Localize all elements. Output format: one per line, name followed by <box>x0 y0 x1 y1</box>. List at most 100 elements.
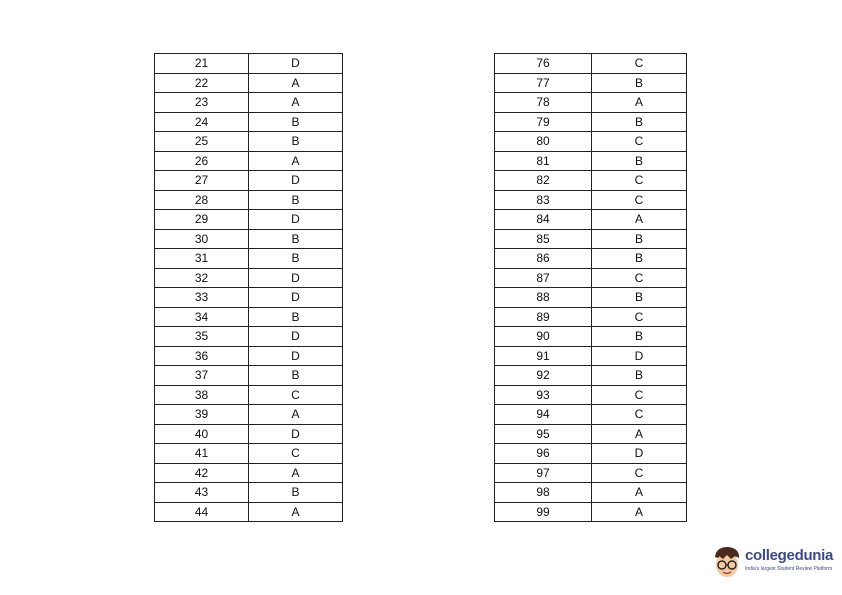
question-number: 80 <box>494 131 592 152</box>
table-row: 33 D <box>154 287 343 308</box>
question-number: 99 <box>494 501 592 522</box>
answer-option: B <box>591 228 687 249</box>
question-number: 37 <box>154 365 249 386</box>
question-number: 82 <box>494 170 592 191</box>
answer-option: C <box>591 189 687 210</box>
question-number: 42 <box>154 462 249 483</box>
answer-option: B <box>591 111 687 132</box>
table-row: 88 B <box>494 287 687 308</box>
question-number: 85 <box>494 228 592 249</box>
question-number: 24 <box>154 111 249 132</box>
table-row: 90 B <box>494 326 687 347</box>
answer-option: A <box>248 92 343 113</box>
table-row: 89 C <box>494 306 687 327</box>
table-row: 99 A <box>494 501 687 522</box>
answer-option: B <box>248 189 343 210</box>
question-number: 38 <box>154 384 249 405</box>
table-row: 36 D <box>154 345 343 366</box>
question-number: 22 <box>154 72 249 93</box>
answer-option: D <box>591 345 687 366</box>
table-row: 35 D <box>154 326 343 347</box>
table-row: 95 A <box>494 423 687 444</box>
table-row: 37 B <box>154 365 343 386</box>
answer-key-table-right: 76 C 77 B 78 A 79 B 80 C 81 B 82 C 83 C 84 A 85 B 86 B 87 C 88 B 8… <box>494 53 687 522</box>
question-number: 41 <box>154 443 249 464</box>
mascot-icon <box>715 547 739 577</box>
table-row: 26 A <box>154 150 343 171</box>
answer-option: C <box>591 462 687 483</box>
table-row: 38 C <box>154 384 343 405</box>
table-row: 22 A <box>154 72 343 93</box>
question-number: 98 <box>494 482 592 503</box>
answer-option: B <box>591 72 687 93</box>
table-row: 79 B <box>494 111 687 132</box>
answer-option: A <box>591 482 687 503</box>
answer-option: B <box>248 306 343 327</box>
question-number: 83 <box>494 189 592 210</box>
answer-option: A <box>248 404 343 425</box>
table-row: 29 D <box>154 209 343 230</box>
question-number: 39 <box>154 404 249 425</box>
table-row: 93 C <box>494 384 687 405</box>
table-row: 85 B <box>494 228 687 249</box>
answer-option: B <box>248 111 343 132</box>
table-row: 78 A <box>494 92 687 113</box>
answer-option: C <box>591 404 687 425</box>
table-row: 30 B <box>154 228 343 249</box>
question-number: 21 <box>154 53 249 74</box>
answer-option: D <box>591 443 687 464</box>
table-row: 92 B <box>494 365 687 386</box>
table-row: 86 B <box>494 248 687 269</box>
table-row: 77 B <box>494 72 687 93</box>
question-number: 32 <box>154 267 249 288</box>
table-row: 42 A <box>154 462 343 483</box>
answer-option: B <box>591 365 687 386</box>
question-number: 44 <box>154 501 249 522</box>
answer-option: D <box>248 287 343 308</box>
table-row: 40 D <box>154 423 343 444</box>
table-row: 41 C <box>154 443 343 464</box>
question-number: 43 <box>154 482 249 503</box>
question-number: 25 <box>154 131 249 152</box>
question-number: 30 <box>154 228 249 249</box>
answer-option: A <box>591 209 687 230</box>
table-row: 87 C <box>494 267 687 288</box>
answer-option: B <box>248 248 343 269</box>
question-number: 35 <box>154 326 249 347</box>
question-number: 40 <box>154 423 249 444</box>
answer-option: B <box>591 248 687 269</box>
answer-option: C <box>591 306 687 327</box>
question-number: 77 <box>494 72 592 93</box>
question-number: 81 <box>494 150 592 171</box>
question-number: 87 <box>494 267 592 288</box>
question-number: 29 <box>154 209 249 230</box>
collegedunia-logo: collegedunia India's largest Student Rev… <box>710 543 840 585</box>
answer-option: C <box>591 131 687 152</box>
table-row: 82 C <box>494 170 687 191</box>
answer-option: C <box>591 267 687 288</box>
question-number: 26 <box>154 150 249 171</box>
table-row: 94 C <box>494 404 687 425</box>
question-number: 84 <box>494 209 592 230</box>
question-number: 91 <box>494 345 592 366</box>
table-row: 34 B <box>154 306 343 327</box>
table-row: 24 B <box>154 111 343 132</box>
question-number: 76 <box>494 53 592 74</box>
answer-option: A <box>248 72 343 93</box>
question-number: 97 <box>494 462 592 483</box>
answer-option: B <box>591 326 687 347</box>
question-number: 90 <box>494 326 592 347</box>
table-row: 32 D <box>154 267 343 288</box>
answer-option: C <box>248 443 343 464</box>
table-row: 31 B <box>154 248 343 269</box>
answer-option: C <box>591 53 687 74</box>
answer-option: A <box>591 501 687 522</box>
answer-option: C <box>248 384 343 405</box>
answer-option: D <box>248 345 343 366</box>
question-number: 95 <box>494 423 592 444</box>
table-row: 23 A <box>154 92 343 113</box>
answer-option: D <box>248 326 343 347</box>
answer-option: B <box>248 365 343 386</box>
answer-option: D <box>248 209 343 230</box>
answer-option: B <box>591 287 687 308</box>
